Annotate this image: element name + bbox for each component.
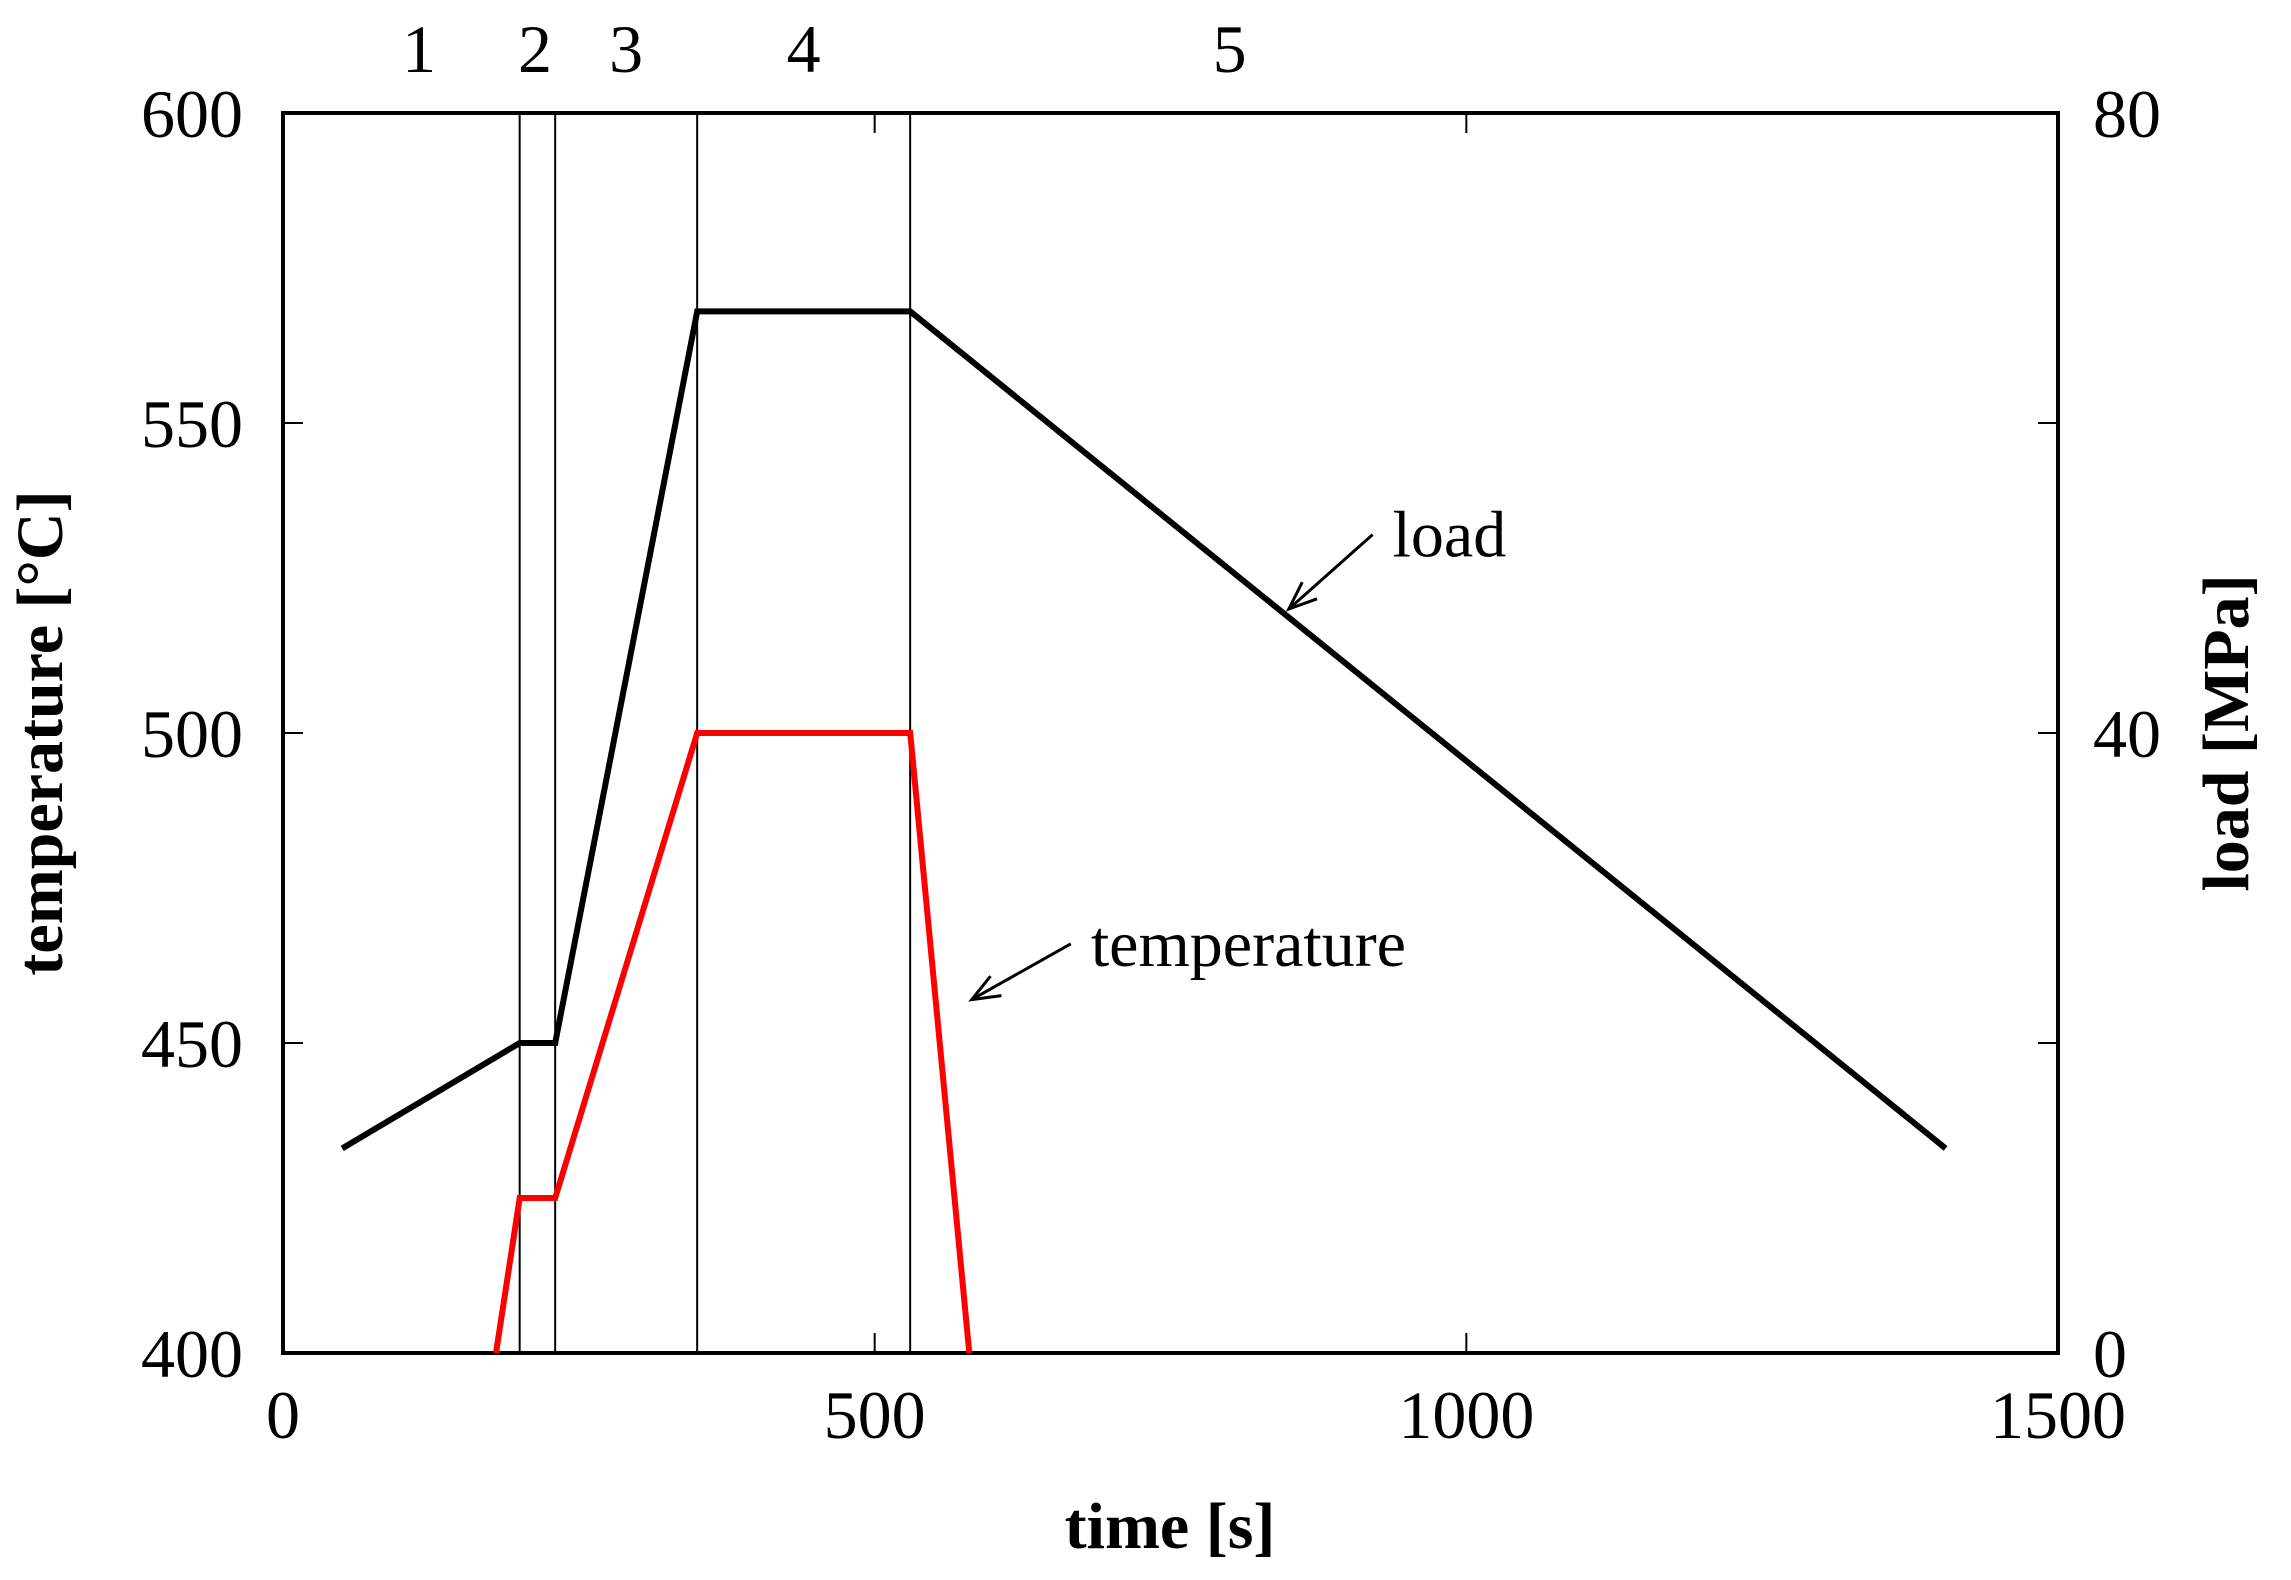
y-right-tick-label: 0 xyxy=(2093,1316,2127,1392)
x-tick-label: 0 xyxy=(266,1377,300,1453)
plot-area xyxy=(281,111,2060,1355)
y-axis-right-title: load [MPa] xyxy=(2190,574,2263,891)
stage-label: 2 xyxy=(518,11,552,87)
y-left-tick-label: 500 xyxy=(141,696,243,772)
x-axis-title: time [s] xyxy=(1065,1490,1276,1563)
y-right-tick-label: 80 xyxy=(2093,76,2161,152)
stage-label: 3 xyxy=(609,11,643,87)
annotation-arrow-temperature xyxy=(968,942,1072,1002)
series-layer xyxy=(340,308,1948,1354)
y-axis-left-title: temperature [°C] xyxy=(4,490,77,975)
x-tick-label: 1500 xyxy=(1990,1377,2126,1453)
series-line-temperature xyxy=(493,730,973,1354)
annotation-arrow-load xyxy=(1285,533,1374,612)
stage-label: 4 xyxy=(787,11,821,87)
annotation-layer: load temperature xyxy=(968,499,1507,1002)
y-right-tick-label: 40 xyxy=(2093,696,2161,772)
annotation-load: load xyxy=(1393,499,1507,572)
x-tick-label: 500 xyxy=(824,1377,926,1453)
stage-label: 5 xyxy=(1213,11,1247,87)
y-left-tick-label: 600 xyxy=(141,76,243,152)
plot-frame xyxy=(281,111,2060,1355)
stage-label: 1 xyxy=(402,11,436,87)
series-line-load xyxy=(340,308,1948,1151)
axis-ticks xyxy=(282,112,2059,1354)
y-left-tick-label: 550 xyxy=(141,386,243,462)
y-left-tick-label: 400 xyxy=(141,1316,243,1392)
annotation-temperature: temperature xyxy=(1091,908,1406,981)
x-tick-label: 1000 xyxy=(1398,1377,1534,1453)
y-left-tick-label: 450 xyxy=(141,1006,243,1082)
